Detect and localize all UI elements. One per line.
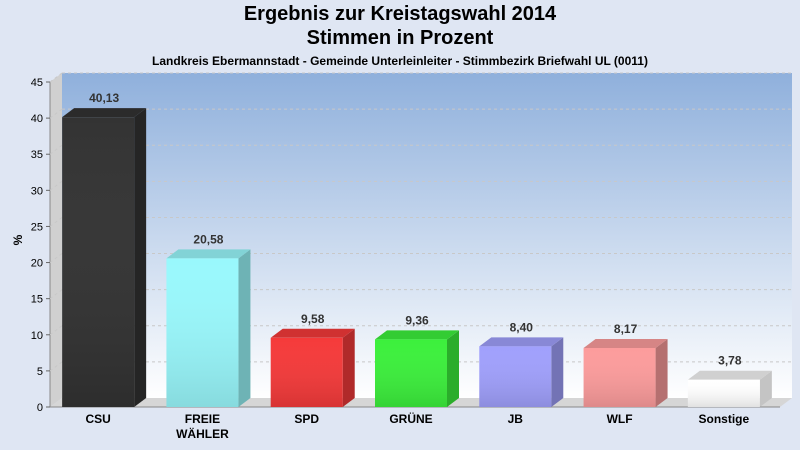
bar-side xyxy=(655,338,668,407)
x-tick-label: Sonstige xyxy=(699,412,750,426)
y-tick-label: 5 xyxy=(37,366,43,378)
y-tick-label: 30 xyxy=(31,185,43,197)
bar-side xyxy=(238,249,251,407)
y-tick-label: 25 xyxy=(31,221,43,233)
y-tick-label: 20 xyxy=(31,258,43,270)
y-tick-label: 35 xyxy=(31,149,43,161)
gridline-side xyxy=(49,180,63,191)
x-tick-label: JB xyxy=(508,412,524,426)
bar-value-label: 3,78 xyxy=(718,354,742,368)
bar-top xyxy=(583,338,668,348)
gridline-side xyxy=(49,144,63,155)
bar-value-label: 8,17 xyxy=(614,322,638,336)
gridline-side xyxy=(49,72,63,83)
x-tick-label: GRÜNE xyxy=(389,411,432,426)
chart-subsubtitle: Landkreis Ebermannstadt - Gemeinde Unter… xyxy=(152,54,648,68)
bar xyxy=(687,370,772,407)
bar xyxy=(270,328,355,407)
bar-front-shade xyxy=(583,347,656,407)
x-tick-label: CSU xyxy=(85,412,110,426)
bar xyxy=(479,337,564,407)
bar-side xyxy=(342,328,355,407)
bar-front-shade xyxy=(62,117,135,407)
chart-subtitle: Stimmen in Prozent xyxy=(306,27,494,49)
bar-top xyxy=(479,337,564,347)
bar-side xyxy=(134,108,147,407)
y-axis-label: % xyxy=(11,234,25,245)
bar-value-label: 9,58 xyxy=(301,312,325,326)
y-tick-label: 15 xyxy=(31,294,43,306)
gridline-side xyxy=(49,325,63,336)
plot-left-wall xyxy=(50,73,62,407)
gridline-side xyxy=(49,108,63,119)
gridline-side xyxy=(49,217,63,227)
x-tick-label: FREIE xyxy=(185,412,220,426)
bar-front-shade xyxy=(375,339,447,407)
y-tick-label: 45 xyxy=(31,77,43,89)
bar-top xyxy=(62,108,147,118)
gridline-side xyxy=(49,253,63,263)
y-tick-label: 0 xyxy=(37,402,43,414)
bar-value-label: 9,36 xyxy=(405,313,429,327)
bar-front-shade xyxy=(166,258,239,407)
x-tick-label: WÄHLER xyxy=(176,426,229,441)
x-tick-label: WLF xyxy=(607,412,633,426)
gridline-side xyxy=(49,289,63,300)
bar-value-label: 40,13 xyxy=(89,91,119,105)
bar xyxy=(583,338,668,407)
bar-top xyxy=(375,330,459,340)
bar-top xyxy=(166,249,251,259)
x-tick-label: SPD xyxy=(294,412,319,426)
bar-value-label: 20,58 xyxy=(193,232,223,246)
bar-side xyxy=(759,370,772,407)
bar-front-shade xyxy=(687,379,760,407)
bar-top xyxy=(687,370,772,380)
chart-title: Ergebnis zur Kreistagswahl 2014 xyxy=(243,3,557,25)
bar xyxy=(62,108,147,407)
y-tick-label: 10 xyxy=(31,330,43,342)
bar-front-shade xyxy=(270,337,343,407)
bar-side xyxy=(551,337,564,407)
gridline-side xyxy=(49,361,63,372)
bar-value-label: 8,40 xyxy=(510,320,534,334)
bar xyxy=(375,330,459,407)
bar-front-shade xyxy=(479,346,552,407)
bar xyxy=(166,249,251,407)
bar-top xyxy=(270,328,355,338)
bar-side xyxy=(447,330,459,407)
y-tick-label: 40 xyxy=(31,113,43,125)
